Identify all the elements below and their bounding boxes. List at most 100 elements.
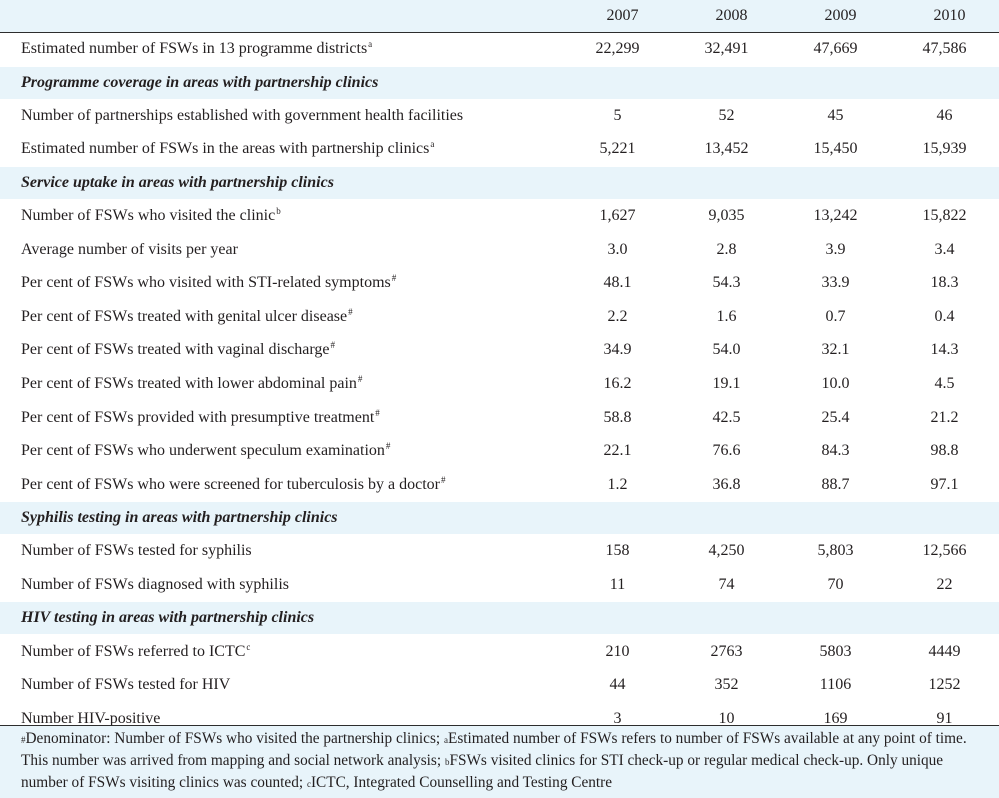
row-label: Per cent of FSWs treated with vaginal di… (21, 341, 330, 359)
value-cell: 48.1 (563, 266, 672, 301)
value-cell: 352 (672, 668, 781, 703)
section-header-row: HIV testing in areas with partnership cl… (0, 601, 999, 636)
table-row: Per cent of FSWs treated with lower abdo… (0, 367, 999, 402)
table-row: Estimated number of FSWs in the areas wi… (0, 132, 999, 167)
section-title: Syphilis testing in areas with partnersh… (0, 501, 999, 536)
value-cell: 5,803 (781, 534, 890, 569)
row-label-cell: Number of FSWs diagnosed with syphilis (0, 568, 563, 603)
value-cell: 76.6 (672, 434, 781, 469)
value-cell: 1.6 (672, 300, 781, 335)
table-row: Number of FSWs tested for HIV 44 352 1106 12… (0, 668, 999, 703)
footnote-marker: # (391, 273, 397, 284)
value-cell: 13,452 (672, 132, 781, 167)
table-body: Estimated number of FSWs in 13 programme… (0, 32, 999, 737)
value-cell: 3.0 (563, 232, 672, 267)
table-row: Number of FSWs referred to ICTCc 210 2763 5… (0, 634, 999, 669)
value-cell: 47,586 (890, 32, 999, 67)
header-blank-cell (0, 0, 563, 33)
table-row: Per cent of FSWs who underwent speculum … (0, 434, 999, 469)
value-cell: 14.3 (890, 333, 999, 368)
year-header: 2009 (781, 0, 890, 33)
footnote-text: Denominator: Number of FSWs who visited … (25, 730, 444, 747)
value-cell: 44 (563, 668, 672, 703)
value-cell: 22 (890, 568, 999, 603)
row-label-cell: Per cent of FSWs treated with genital ul… (0, 300, 563, 335)
value-cell: 2763 (672, 634, 781, 669)
footnote-marker: # (348, 306, 353, 317)
footnote-marker: a (430, 139, 435, 150)
table-row: Per cent of FSWs who were screened for t… (0, 468, 999, 503)
value-cell: 1106 (781, 668, 890, 703)
footnote-marker: a (443, 735, 448, 745)
value-cell: 33.9 (781, 266, 890, 301)
value-cell: 4449 (890, 634, 999, 669)
table-row: Per cent of FSWs who visited with STI-re… (0, 266, 999, 301)
value-cell: 9,035 (672, 199, 781, 234)
row-label-cell: Per cent of FSWs who were screened for t… (0, 468, 563, 503)
footnote-text: ICTC, Integrated Counselling and Testing… (310, 774, 613, 791)
value-cell: 54.3 (672, 266, 781, 301)
table-row: Average number of visits per year 3.0 2.8 3… (0, 232, 999, 267)
data-table: 2007 2008 2009 2010 Estimated number of … (0, 0, 999, 737)
row-label-cell: Per cent of FSWs provided with presumpti… (0, 400, 563, 435)
value-cell: 4,250 (672, 534, 781, 569)
footnote-marker: # (357, 374, 363, 385)
table-row: Estimated number of FSWs in 13 programme… (0, 32, 999, 67)
footnote-marker: # (375, 407, 380, 418)
value-cell: 74 (672, 568, 781, 603)
footnote-marker: b (444, 757, 450, 767)
value-cell: 22.1 (563, 434, 672, 469)
value-cell: 0.4 (890, 300, 999, 335)
row-label: Number of FSWs tested for syphilis (21, 542, 252, 560)
value-cell: 97.1 (890, 468, 999, 503)
table-row: Per cent of FSWs treated with vaginal di… (0, 333, 999, 368)
row-label-cell: Number of partnerships established with … (0, 99, 563, 134)
row-label: Per cent of FSWs who were screened for t… (21, 475, 440, 493)
row-label: Per cent of FSWs treated with lower abdo… (21, 375, 357, 393)
value-cell: 11 (563, 568, 672, 603)
value-cell: 32.1 (781, 333, 890, 368)
table-row: Per cent of FSWs provided with presumpti… (0, 400, 999, 435)
row-label: Per cent of FSWs who underwent speculum … (21, 442, 385, 460)
row-label-cell: Estimated number of FSWs in 13 programme… (0, 32, 563, 67)
header-row: 2007 2008 2009 2010 (0, 0, 999, 33)
value-cell: 54.0 (672, 333, 781, 368)
value-cell: 5 (563, 99, 672, 134)
footnote-marker: a (368, 39, 373, 50)
value-cell: 46 (890, 99, 999, 134)
section-title: HIV testing in areas with partnership cl… (0, 601, 999, 636)
row-label: Per cent of FSWs who visited with STI-re… (21, 274, 391, 292)
value-cell: 16.2 (563, 367, 672, 402)
footnote-marker: # (440, 474, 446, 485)
value-cell: 21.2 (890, 400, 999, 435)
value-cell: 45 (781, 99, 890, 134)
value-cell: 15,450 (781, 132, 890, 167)
row-label-cell: Number of FSWs who visited the clinicb (0, 199, 563, 234)
value-cell: 3.4 (890, 232, 999, 267)
value-cell: 2.2 (563, 300, 672, 335)
value-cell: 4.5 (890, 367, 999, 402)
value-cell: 1.2 (563, 468, 672, 503)
section-title: Service uptake in areas with partnership… (0, 166, 999, 200)
value-cell: 3.9 (781, 232, 890, 267)
value-cell: 47,669 (781, 32, 890, 67)
row-label-cell: Per cent of FSWs treated with lower abdo… (0, 367, 563, 402)
value-cell: 98.8 (890, 434, 999, 469)
row-label-cell: Number of FSWs tested for HIV (0, 668, 563, 703)
section-header-row: Syphilis testing in areas with partnersh… (0, 501, 999, 536)
section-header-row: Service uptake in areas with partnership… (0, 166, 999, 200)
value-cell: 25.4 (781, 400, 890, 435)
value-cell: 1,627 (563, 199, 672, 234)
footnote-marker: # (330, 340, 336, 351)
value-cell: 88.7 (781, 468, 890, 503)
value-cell: 2.8 (672, 232, 781, 267)
row-label: Number of FSWs who visited the clinic (21, 207, 276, 225)
value-cell: 12,566 (890, 534, 999, 569)
value-cell: 158 (563, 534, 672, 569)
value-cell: 18.3 (890, 266, 999, 301)
value-cell: 10.0 (781, 367, 890, 402)
value-cell: 52 (672, 99, 781, 134)
table-row: Number of partnerships established with … (0, 99, 999, 134)
footnote-marker: c (306, 779, 311, 789)
row-label: Number of FSWs referred to ICTC (21, 642, 246, 660)
